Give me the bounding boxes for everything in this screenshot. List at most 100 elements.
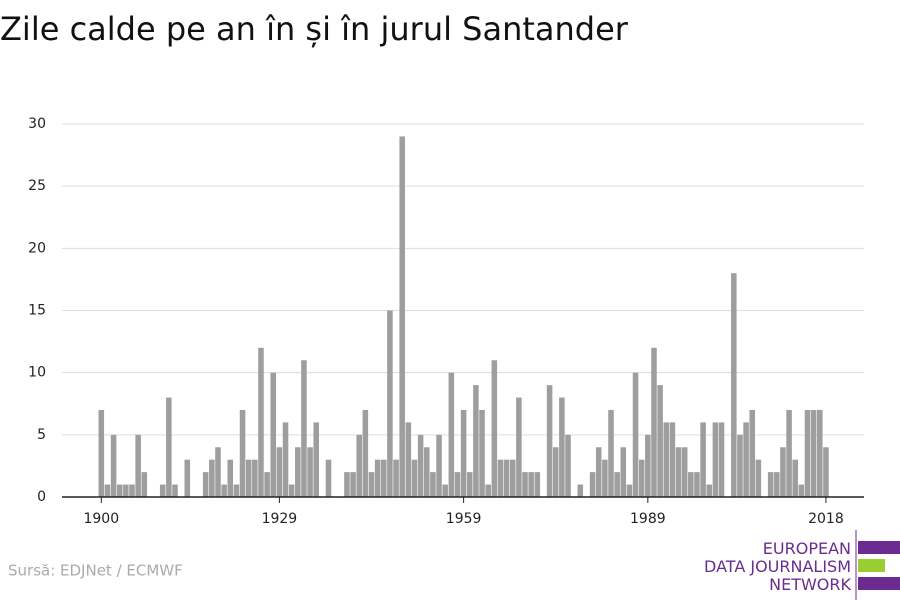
bar — [700, 422, 706, 497]
bar — [817, 409, 823, 497]
bar — [497, 459, 504, 497]
bar — [509, 459, 516, 497]
bar — [491, 360, 498, 497]
bar — [245, 459, 252, 497]
bar — [798, 484, 805, 497]
bar — [313, 422, 320, 497]
bar — [104, 484, 111, 497]
bar — [436, 434, 442, 497]
chart-title: Zile calde pe an în și în jurul Santande… — [0, 10, 629, 48]
bar — [792, 459, 798, 497]
bar — [276, 447, 283, 497]
bar — [374, 459, 381, 497]
logo-bar — [858, 541, 900, 554]
x-tick-label: 2018 — [808, 511, 844, 527]
bar — [657, 385, 663, 497]
bar — [159, 484, 166, 497]
bar — [295, 447, 301, 497]
bar — [552, 447, 559, 497]
bar — [503, 459, 510, 497]
bar — [184, 459, 191, 497]
bar — [706, 484, 713, 497]
bar — [270, 372, 277, 497]
bar — [522, 472, 528, 497]
bar — [215, 447, 221, 497]
bar — [804, 409, 811, 497]
bar — [233, 484, 240, 497]
bar — [626, 484, 633, 497]
bar — [608, 409, 614, 497]
bar — [632, 372, 639, 497]
bar — [301, 360, 307, 497]
bar — [110, 434, 117, 497]
bar — [123, 484, 129, 497]
bar — [258, 347, 264, 497]
x-tick-label: 1989 — [630, 511, 666, 527]
bar — [129, 484, 135, 497]
bar — [417, 434, 424, 497]
bar — [774, 472, 780, 497]
bar — [116, 484, 123, 497]
bar — [810, 409, 817, 497]
bar — [393, 459, 399, 497]
bar — [743, 422, 749, 497]
y-tick-label: 0 — [37, 489, 46, 505]
y-tick-label: 15 — [28, 303, 46, 319]
bar — [589, 472, 596, 497]
source: Sursă: EDJNet / ECMWF — [8, 562, 183, 580]
bar — [356, 434, 362, 497]
bar — [344, 472, 350, 497]
bar — [546, 385, 553, 497]
bar — [620, 447, 627, 497]
bar — [399, 136, 405, 497]
bar — [442, 484, 448, 497]
bar — [405, 422, 412, 497]
bar — [479, 409, 485, 497]
bar — [350, 472, 356, 497]
bar — [485, 484, 491, 497]
bar — [368, 472, 375, 497]
bar — [454, 472, 461, 497]
bar — [651, 347, 657, 497]
bar — [767, 472, 774, 497]
bar — [98, 409, 105, 497]
bar — [448, 372, 455, 497]
bar — [460, 409, 467, 497]
bar — [252, 459, 258, 497]
bar — [325, 459, 332, 497]
bar — [202, 472, 209, 497]
bar — [718, 422, 725, 497]
bar — [712, 422, 719, 497]
x-tick-label: 1900 — [83, 511, 119, 527]
bar — [595, 447, 602, 497]
bar — [209, 459, 215, 497]
bar — [737, 434, 743, 497]
bar — [681, 447, 688, 497]
bar — [221, 484, 227, 497]
logo-text: DATA JOURNALISM — [704, 557, 851, 576]
bar — [645, 434, 651, 497]
bar — [663, 422, 670, 497]
logo-text: EUROPEAN — [763, 539, 851, 558]
bar — [786, 409, 792, 497]
bar — [430, 472, 436, 497]
bar — [638, 459, 645, 497]
bar — [466, 472, 473, 497]
bar — [411, 459, 418, 497]
bar — [675, 447, 682, 497]
bar — [288, 484, 295, 497]
bar — [423, 447, 430, 497]
bar — [516, 397, 522, 497]
bar — [602, 459, 608, 497]
bar — [381, 459, 387, 497]
bar — [307, 447, 313, 497]
y-tick-label: 25 — [28, 178, 46, 194]
y-tick-label: 5 — [37, 427, 46, 443]
y-tick-label: 20 — [28, 240, 46, 256]
bar — [559, 397, 565, 497]
logo-text: NETWORK — [769, 575, 851, 594]
bar — [172, 484, 178, 497]
bar — [282, 422, 289, 497]
bar — [614, 472, 620, 497]
